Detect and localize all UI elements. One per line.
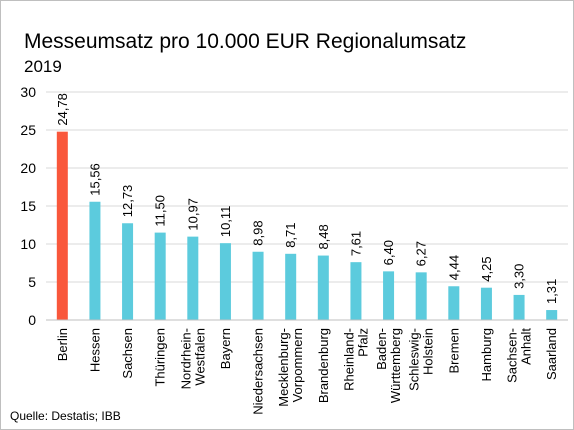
chart-title: Messeumsatz pro 10.000 EUR Regionalumsat…	[24, 30, 466, 53]
x-tick-label: Thüringen	[153, 328, 168, 387]
value-label: 1,31	[544, 279, 559, 304]
bar	[448, 286, 460, 320]
x-tick-label: Bayern	[218, 328, 233, 369]
x-tick-label: Niedersachsen	[251, 328, 266, 415]
bar	[383, 271, 395, 320]
value-label: 24,78	[55, 93, 70, 126]
value-label: 8,98	[251, 220, 266, 245]
value-label: 8,48	[316, 224, 331, 249]
value-label: 3,30	[512, 264, 527, 289]
x-tick-label: Mecklenburg-Vorpommern	[276, 328, 305, 407]
bar	[89, 201, 101, 320]
bar	[187, 236, 199, 320]
x-tick-label: Brandenburg	[316, 328, 331, 403]
x-tick-label: Baden-Württemberg	[374, 328, 403, 403]
y-tick-label: 20	[20, 160, 36, 176]
x-tick-label: Nordrhein-Westfalen	[178, 328, 207, 389]
bar	[122, 223, 134, 320]
bar	[252, 251, 264, 320]
bar	[219, 243, 231, 320]
x-tick-label: Schleswig-Holstein	[407, 328, 436, 391]
x-tick-label: Hamburg	[479, 328, 494, 381]
value-label: 4,25	[479, 256, 494, 281]
x-tick-label: Rheinland-Pfalz	[341, 328, 370, 391]
x-tick-label: Berlin	[55, 328, 70, 361]
bar	[154, 232, 166, 320]
x-tick-label: Bremen	[446, 328, 461, 374]
y-tick-label: 15	[20, 198, 36, 214]
y-tick-label: 25	[20, 122, 36, 138]
y-tick-label: 5	[28, 274, 36, 290]
bar	[513, 294, 525, 320]
y-tick-label: 0	[28, 312, 36, 328]
chart-subtitle: 2019	[24, 57, 62, 76]
source-note: Quelle: Destatis; IBB	[10, 409, 121, 423]
bar	[415, 272, 427, 320]
bar	[350, 262, 362, 320]
bar	[546, 310, 558, 320]
bar	[56, 131, 68, 320]
value-label: 4,44	[446, 255, 461, 280]
value-label: 10,11	[218, 206, 233, 238]
x-tick-label: Hessen	[87, 328, 102, 372]
y-tick-label: 10	[20, 236, 36, 252]
bar	[480, 287, 492, 320]
value-label: 6,27	[414, 241, 429, 266]
x-tick-label: Saarland	[544, 328, 559, 380]
value-label: 15,56	[87, 163, 102, 196]
y-tick-label: 30	[20, 84, 36, 100]
value-label: 8,71	[283, 222, 298, 247]
x-tick-label: Sachsen-Anhalt	[505, 328, 534, 383]
x-tick-label: Sachsen	[120, 328, 135, 379]
bar	[317, 255, 329, 320]
value-label: 6,40	[381, 240, 396, 265]
value-label: 7,61	[348, 231, 363, 256]
value-label: 11,50	[153, 195, 168, 227]
value-label: 12,73	[120, 185, 135, 218]
bar	[285, 253, 297, 320]
value-label: 10,97	[185, 198, 200, 231]
